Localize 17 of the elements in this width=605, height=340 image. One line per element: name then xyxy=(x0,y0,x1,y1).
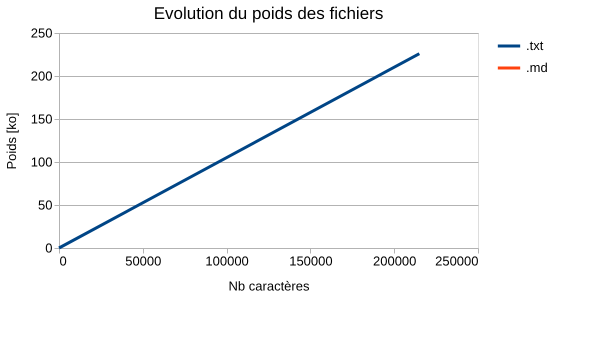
x-axis-title: Nb caractères xyxy=(228,278,310,294)
y-tick-label: 150 xyxy=(30,112,52,126)
x-tick-label: 150000 xyxy=(289,254,333,268)
y-tick-label: 250 xyxy=(30,26,52,40)
legend-label: .md xyxy=(526,60,548,75)
x-tick-label: 0 xyxy=(60,254,67,268)
y-tick-label: 100 xyxy=(30,154,52,170)
y-axis-title: Poids [ko] xyxy=(4,112,19,170)
y-tick-label: 0 xyxy=(45,240,52,256)
y-tick-label: 50 xyxy=(38,198,52,212)
y-tick-label: 200 xyxy=(30,68,52,84)
x-tick-label: 200000 xyxy=(373,254,416,268)
x-tick-label: 50000 xyxy=(125,254,162,268)
x-tick-label: 250000 xyxy=(435,254,478,268)
legend-label: .txt xyxy=(526,38,544,53)
chart-title: Evolution du poids des fichiers xyxy=(154,4,384,23)
x-tick-label: 100000 xyxy=(205,254,249,268)
